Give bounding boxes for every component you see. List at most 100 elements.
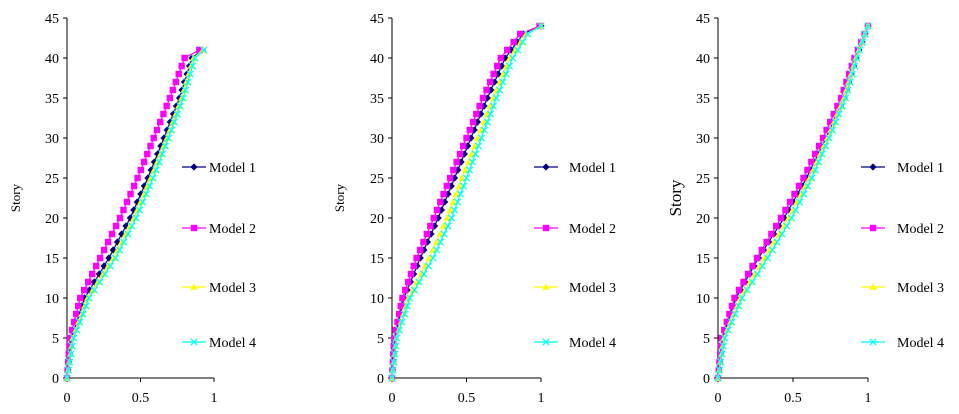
series-marker	[828, 126, 836, 134]
series-marker	[844, 86, 852, 94]
series-marker	[743, 286, 751, 294]
series-marker	[855, 46, 864, 54]
y-tick-label: 10	[370, 292, 384, 307]
series-marker	[74, 302, 82, 310]
series-marker	[150, 134, 157, 142]
legend-entry: Model 3	[861, 281, 944, 296]
series-marker	[108, 230, 116, 238]
series-marker	[804, 166, 811, 174]
series-marker	[469, 118, 477, 126]
series-marker	[848, 70, 856, 78]
series-marker	[169, 86, 177, 94]
y-tick-label: 35	[45, 92, 59, 107]
series-marker	[815, 142, 823, 150]
series-marker	[423, 230, 431, 238]
series-marker	[420, 270, 428, 278]
series-marker	[719, 342, 728, 350]
series-marker	[160, 110, 167, 118]
series-marker	[85, 294, 93, 302]
series-line	[66, 49, 204, 379]
y-tick-label: 40	[696, 52, 710, 67]
y-tick-label: 15	[370, 252, 384, 267]
chart-panel-1: 0 5 10 15 20 25 30 35 40 45 0 0.5 1 Story Model 1 Model…	[8, 12, 256, 406]
series-marker	[768, 230, 775, 238]
legend-label: Model 4	[209, 336, 256, 351]
series-marker	[487, 86, 495, 94]
series-marker	[436, 230, 444, 237]
series-marker	[454, 166, 462, 174]
series-marker	[443, 182, 451, 190]
series-marker	[814, 158, 823, 166]
legend-marker	[869, 283, 877, 290]
series-marker	[786, 198, 794, 206]
series-marker	[166, 94, 174, 102]
series-marker	[748, 278, 756, 286]
legend-marker	[190, 224, 198, 232]
legend-entry: Model 1	[534, 161, 616, 176]
y-tick-label: 30	[370, 132, 384, 147]
series-marker	[744, 270, 752, 278]
series-marker	[187, 62, 195, 69]
series-marker	[456, 150, 464, 158]
series-marker	[795, 198, 804, 206]
series-marker	[494, 70, 502, 78]
series-marker	[433, 246, 441, 254]
series-marker	[172, 110, 180, 117]
series-marker	[399, 294, 406, 302]
series-marker	[462, 174, 471, 182]
series-marker	[727, 318, 736, 326]
series-marker	[479, 94, 487, 102]
legend-label: Model 1	[569, 161, 616, 176]
series-marker	[440, 190, 447, 198]
series-marker	[461, 166, 469, 173]
series-marker	[420, 238, 427, 246]
series-marker	[407, 270, 415, 278]
series-marker	[180, 86, 188, 93]
series-marker	[731, 310, 739, 318]
series-marker	[833, 110, 841, 117]
series-line	[717, 25, 869, 379]
series-marker	[466, 126, 473, 134]
series-marker	[427, 230, 435, 238]
series-marker	[413, 254, 420, 262]
series-marker	[477, 134, 486, 142]
series-marker	[768, 246, 776, 254]
series-marker	[718, 334, 725, 342]
series-marker	[104, 238, 112, 246]
series-marker	[196, 46, 203, 54]
series-marker	[100, 246, 108, 254]
series-marker	[446, 206, 454, 213]
series-marker	[170, 118, 178, 126]
series-marker	[468, 158, 477, 166]
series-marker	[390, 358, 398, 366]
series-marker	[153, 126, 161, 134]
series-marker	[492, 94, 500, 102]
series-marker	[139, 198, 147, 206]
x-tick-label: 1	[538, 391, 545, 406]
y-tick-label: 15	[696, 252, 710, 267]
series-marker	[433, 206, 441, 214]
legend-entry: Model 4	[182, 336, 256, 351]
x-tick-label: 0	[64, 391, 71, 406]
series-marker	[65, 358, 74, 366]
y-tick-label: 35	[696, 92, 710, 107]
series-marker	[127, 190, 134, 198]
series-line	[66, 49, 203, 379]
series-marker	[449, 198, 457, 205]
series-marker	[821, 142, 830, 150]
series-marker	[486, 78, 494, 86]
series-marker	[392, 326, 400, 334]
legend-entry: Model 2	[861, 222, 944, 237]
series-marker	[188, 62, 197, 70]
series-marker	[808, 174, 816, 182]
series-marker	[132, 214, 140, 222]
series-marker	[167, 126, 176, 134]
series-marker	[823, 126, 830, 134]
series-marker	[837, 94, 845, 102]
series-marker	[439, 222, 448, 229]
series-marker	[493, 62, 501, 70]
y-tick-label: 25	[45, 172, 59, 187]
series-line	[391, 25, 542, 379]
series-marker	[169, 118, 177, 125]
series-marker	[787, 214, 796, 222]
